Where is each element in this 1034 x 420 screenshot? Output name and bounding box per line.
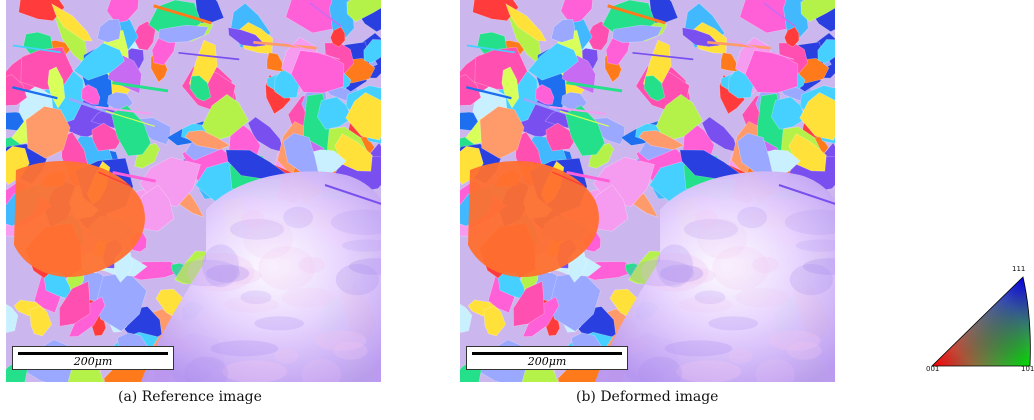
caption-deformed-image: (b) Deformed image (576, 389, 719, 405)
scale-bar: 200μm (466, 346, 628, 370)
deformed-grain-map (460, 0, 835, 382)
deformed-image-panel: 200μm (460, 0, 835, 382)
ipf-label-111: 111 (1012, 265, 1026, 273)
ipf-color-key (931, 276, 1031, 367)
scale-bar-label: 200μm (527, 355, 567, 368)
ipf-label-001: 001 (926, 365, 940, 373)
scale-bar-line (18, 352, 168, 355)
scale-bar-label: 200μm (73, 355, 113, 368)
reference-grain-map (6, 0, 381, 382)
caption-reference-image: (a) Reference image (118, 389, 262, 405)
scale-bar-line (472, 352, 622, 355)
reference-image-panel: 200μm (6, 0, 381, 382)
ipf-label-101: 101 (1021, 365, 1034, 373)
scale-bar: 200μm (12, 346, 174, 370)
